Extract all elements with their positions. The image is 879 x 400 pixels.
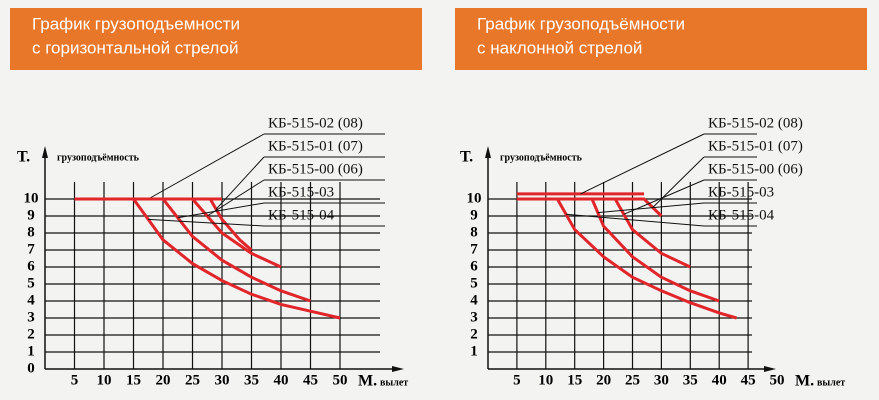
x-tick-label: 50 xyxy=(770,372,785,388)
x-caption: вылет xyxy=(380,377,408,388)
y-arrow xyxy=(485,146,491,158)
x-tick-label: 35 xyxy=(244,372,259,388)
series-line xyxy=(74,197,341,320)
y-tick-label: 9 xyxy=(27,207,35,223)
legend-label: КБ-515-03 xyxy=(268,184,334,200)
leader-line xyxy=(206,179,265,217)
y-tick-label: 4 xyxy=(27,292,35,308)
legend-label: КБ-515-01 (07) xyxy=(268,138,363,154)
y-caption: грузоподъёмность xyxy=(57,152,140,163)
title-box xyxy=(10,8,422,70)
leader-line xyxy=(580,133,705,195)
y-tick-label: 1 xyxy=(27,343,35,359)
x-label: М. xyxy=(358,373,377,390)
y-tick-label: 9 xyxy=(470,207,478,223)
x-arrow xyxy=(392,366,404,372)
x-tick-label: 25 xyxy=(625,372,640,388)
leader-line xyxy=(148,218,265,227)
x-arrow xyxy=(764,366,776,372)
chart-title: с горизонтальной стрелой xyxy=(32,38,238,57)
chart-title: График грузоподъемности xyxy=(32,14,240,33)
x-tick-label: 10 xyxy=(97,372,112,388)
y-tick-label: 10 xyxy=(24,190,39,206)
legend-label: КБ-515-00 (06) xyxy=(708,161,803,177)
y-tick-label: 6 xyxy=(470,258,478,274)
series-line xyxy=(516,197,720,303)
legend-label: КБ-515-04 xyxy=(268,207,335,223)
x-tick-label: 10 xyxy=(538,372,553,388)
y-caption: грузоподъёмность xyxy=(500,152,583,163)
leader-line xyxy=(177,202,265,219)
x-tick-label: 5 xyxy=(513,372,521,388)
x-tick-label: 15 xyxy=(567,372,582,388)
y-label: Т. xyxy=(17,149,30,166)
series-line xyxy=(516,197,737,320)
y-tick-label: 5 xyxy=(470,275,478,291)
leader-line xyxy=(565,213,705,227)
legend-label: КБ-515-03 xyxy=(708,184,774,200)
chart-title: с наклонной стрелой xyxy=(477,38,642,57)
y-tick-label: 5 xyxy=(27,275,35,291)
y-tick-label: 3 xyxy=(470,309,478,325)
y-tick-label: 10 xyxy=(467,190,482,206)
y-tick-label: 8 xyxy=(470,224,478,240)
x-caption: вылет xyxy=(817,377,845,388)
x-tick-label: 5 xyxy=(71,372,79,388)
y-tick-label: 2 xyxy=(470,326,478,342)
y-tick-label: 8 xyxy=(27,224,35,240)
x-tick-label: 30 xyxy=(215,372,230,388)
legend-label: КБ-515-02 (08) xyxy=(268,115,363,131)
x-tick-label: 20 xyxy=(156,372,171,388)
x-tick-label: 35 xyxy=(683,372,698,388)
y-tick-label: 7 xyxy=(470,241,478,257)
x-tick-label: 30 xyxy=(654,372,669,388)
y-tick-label: 7 xyxy=(27,241,35,257)
leader-line xyxy=(148,133,265,200)
y-tick-label: 1 xyxy=(470,343,478,359)
y-tick-label: 2 xyxy=(27,326,35,342)
x-tick-label: 40 xyxy=(712,372,727,388)
x-tick-label: 15 xyxy=(126,372,141,388)
x-tick-label: 45 xyxy=(303,372,318,388)
title-box xyxy=(455,8,867,70)
x-label: М. xyxy=(795,373,814,390)
series-line xyxy=(74,197,311,303)
x-tick-label: 40 xyxy=(274,372,289,388)
y-tick-label: 4 xyxy=(470,292,478,308)
legend-label: КБ-515-01 (07) xyxy=(708,138,803,154)
legend-label: КБ-515-04 xyxy=(708,207,775,223)
y-tick-label: 6 xyxy=(27,258,35,274)
chart: График грузоподъёмности с наклонной стрел… xyxy=(455,8,867,390)
leader-line xyxy=(597,202,705,214)
y-label: Т. xyxy=(460,149,473,166)
y-tick-label: 0 xyxy=(27,360,35,376)
x-tick-label: 45 xyxy=(741,372,756,388)
chart: График грузоподъемности с горизонтальной … xyxy=(10,8,422,390)
legend-label: КБ-515-00 (06) xyxy=(268,161,363,177)
x-tick-label: 25 xyxy=(185,372,200,388)
legend-label: КБ-515-02 (08) xyxy=(708,115,803,131)
x-tick-label: 50 xyxy=(333,372,348,388)
x-tick-label: 20 xyxy=(596,372,611,388)
y-tick-label: 3 xyxy=(27,309,35,325)
chart-title: График грузоподъёмности xyxy=(477,14,685,33)
leader-line xyxy=(215,156,265,210)
y-arrow xyxy=(42,146,48,158)
leader-line xyxy=(652,156,705,208)
